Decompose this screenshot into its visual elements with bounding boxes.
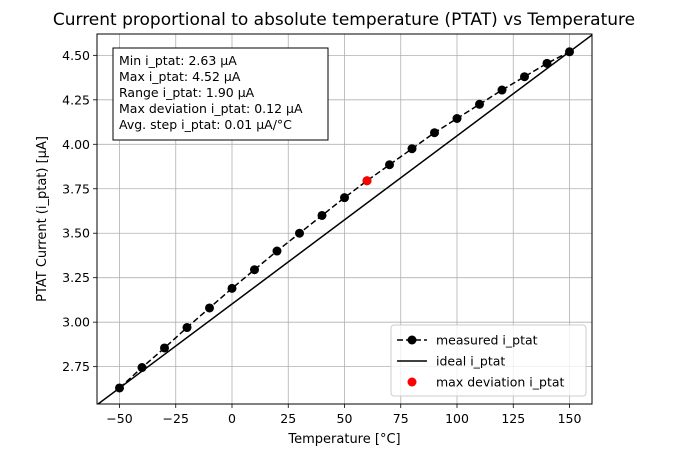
measured-point	[520, 72, 529, 82]
x-tick-label: −50	[106, 411, 132, 426]
measured-point	[272, 246, 282, 256]
stats-box: Min i_ptat: 2.63 µA Max i_ptat: 4.52 µA …	[112, 47, 329, 141]
measured-point	[182, 323, 192, 333]
measured-line	[118, 51, 570, 389]
measured-point	[137, 363, 147, 373]
legend-label-ideal: ideal i_ptat	[436, 354, 505, 369]
measured-point	[340, 193, 349, 203]
stats-line-min: Min i_ptat: 2.63 µA	[119, 53, 237, 68]
ideal-line	[97, 34, 592, 404]
legend-frame	[390, 324, 587, 397]
measured-point	[317, 210, 327, 220]
measured-point	[497, 85, 507, 95]
x-tick-label: 125	[501, 411, 525, 426]
x-tick-label: 50	[337, 411, 353, 426]
legend: measured i_ptat ideal i_ptat max deviati…	[390, 324, 587, 397]
stats-line-max-deviation: Max deviation i_ptat: 0.12 µA	[119, 101, 303, 116]
stats-line-range: Range i_ptat: 1.90 µA	[119, 85, 255, 100]
x-tick-label: 0	[228, 411, 236, 426]
y-tick-label: 4.50	[62, 48, 90, 63]
y-tick-label: 3.25	[62, 270, 90, 285]
y-tick-label: 4.00	[62, 137, 90, 152]
grid	[97, 34, 592, 404]
x-tick-label: 75	[393, 411, 409, 426]
measured-point	[227, 283, 237, 293]
y-tick-label: 4.25	[62, 92, 90, 107]
y-tick-label: 3.75	[62, 181, 90, 196]
x-tick-label: 25	[280, 411, 296, 426]
measured-point	[205, 303, 214, 313]
measured-point	[385, 160, 394, 170]
measured-point	[160, 343, 169, 353]
stats-line-avg-step: Avg. step i_ptat: 0.01 µA/°C	[119, 117, 292, 132]
stats-box-frame	[112, 47, 329, 141]
measured-point	[430, 128, 439, 138]
measured-point	[542, 58, 552, 68]
measured-point	[475, 99, 484, 109]
stats-line-max: Max i_ptat: 4.52 µA	[119, 69, 241, 84]
measured-point	[565, 47, 574, 57]
legend-label-measured: measured i_ptat	[436, 333, 538, 348]
measured-point	[115, 383, 124, 393]
y-tick-label: 3.50	[62, 226, 90, 241]
measured-point	[452, 113, 462, 123]
legend-swatch-measured-marker	[407, 335, 417, 345]
measured-point	[407, 144, 417, 154]
max-deviation-point	[362, 176, 372, 186]
x-axis-label: Temperature [°C]	[287, 432, 400, 447]
x-tick-label: 100	[445, 411, 469, 426]
measured-point	[250, 265, 259, 275]
ticks: −50 −25 0 25 50 75 100 125 150 2.75 3.00 3.25 3.50 3.…	[62, 48, 581, 426]
y-tick-label: 3.00	[62, 315, 90, 330]
legend-swatch-max-deviation-marker	[407, 377, 417, 387]
x-tick-label: −25	[163, 411, 189, 426]
y-axis-label: PTAT Current (i_ptat) [µA]	[35, 136, 50, 302]
measured-point	[295, 228, 304, 238]
y-tick-label: 2.75	[62, 359, 90, 374]
x-tick-label: 150	[558, 411, 582, 426]
chart-title: Current proportional to absolute tempera…	[53, 10, 635, 30]
plot-area	[97, 34, 592, 404]
legend-label-max-deviation: max deviation i_ptat	[436, 375, 564, 390]
